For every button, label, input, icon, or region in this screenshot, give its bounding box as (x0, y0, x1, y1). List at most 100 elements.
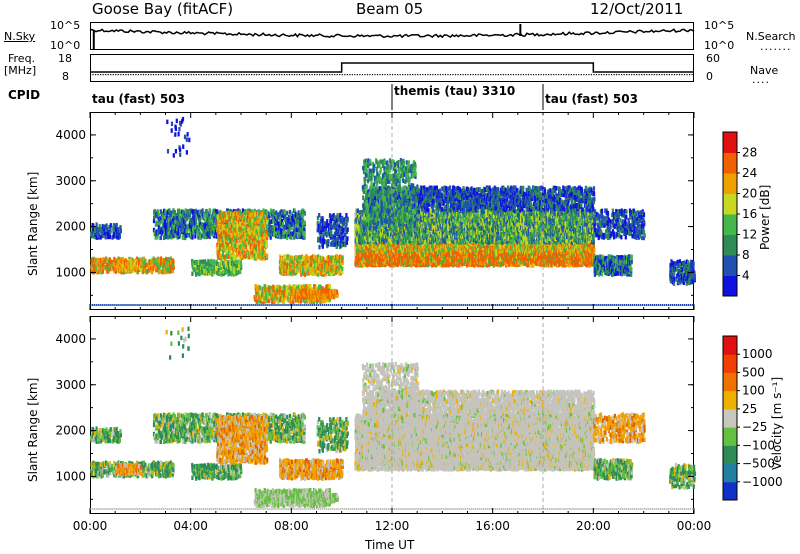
nave-dot (535, 74, 536, 75)
nave-dot (196, 74, 197, 75)
nave-dot (374, 74, 375, 75)
nave-dot (382, 74, 383, 75)
scatter-cell (233, 254, 235, 259)
nave-dot (410, 74, 411, 75)
nave-dot (425, 74, 426, 75)
scatter-cell (160, 269, 162, 274)
scatter-cell (299, 255, 301, 260)
nave-dot (508, 74, 509, 75)
nave-dot (95, 74, 96, 75)
scatter-cell (346, 236, 348, 241)
nave-dot (432, 74, 433, 75)
scatter-cell (109, 235, 111, 240)
scatter-cell (330, 230, 332, 235)
scatter-cell (240, 260, 242, 265)
scatter-cell (157, 209, 159, 214)
nave-dot (228, 74, 229, 75)
scatter-cell (347, 227, 349, 232)
nave-dot (279, 74, 280, 75)
nave-dot (289, 74, 290, 75)
nave-dot (125, 74, 126, 75)
nave-dot (437, 74, 438, 75)
nave-dot (546, 74, 547, 75)
nave-dot (334, 74, 335, 75)
nave-dot (563, 74, 564, 75)
nave-dot (676, 74, 677, 75)
scatter-cell (105, 235, 107, 240)
nave-dot (447, 74, 448, 75)
nave-dot (528, 74, 529, 75)
nave-dot (510, 74, 511, 75)
nave-dot (450, 74, 451, 75)
nave-dot (503, 74, 504, 75)
scatter-cell (264, 285, 266, 290)
nave-dot (354, 74, 355, 75)
nave-dot (249, 74, 250, 75)
nave-dot (566, 74, 567, 75)
nave-dot (379, 74, 380, 75)
nave-dot (108, 74, 109, 75)
nave-dot (372, 74, 373, 75)
nave-dot (415, 74, 416, 75)
scatter-cell (304, 211, 306, 216)
nave-dot (160, 74, 161, 75)
nave-dot (274, 74, 275, 75)
scatter-cell (323, 239, 325, 244)
scatter-cell (106, 227, 108, 232)
nave-dot (113, 74, 114, 75)
nave-dot (634, 74, 635, 75)
scatter-cell (342, 256, 344, 261)
nave-dot (561, 74, 562, 75)
nave-dot (244, 74, 245, 75)
nave-dot (168, 74, 169, 75)
nave-dot (493, 74, 494, 75)
scatter-cell (144, 259, 146, 264)
nave-dot (133, 74, 134, 75)
scatter-cell (259, 285, 261, 290)
nave-dot (460, 74, 461, 75)
nave-dot (629, 74, 630, 75)
nave-dot (641, 74, 642, 75)
scatter-cell (339, 213, 341, 218)
scatter-cell (342, 228, 344, 233)
nave-dot (475, 74, 476, 75)
scatter-cell (292, 300, 294, 305)
scatter-cell (259, 290, 261, 295)
power-scatter (90, 117, 696, 305)
nave-dot (304, 74, 305, 75)
scatter-cell (283, 293, 285, 298)
nave-dot (392, 74, 393, 75)
nave-dot (140, 74, 141, 75)
nave-dot (148, 74, 149, 75)
nave-dot (342, 74, 343, 75)
scatter-cell (117, 227, 119, 232)
nave-dot (616, 74, 617, 75)
nave-dot (317, 74, 318, 75)
nave-dot (128, 74, 129, 75)
nave-dot (93, 74, 94, 75)
nave-dot (118, 74, 119, 75)
nave-dot (284, 74, 285, 75)
nave-dot (664, 74, 665, 75)
nave-dot (515, 74, 516, 75)
nave-dot (457, 74, 458, 75)
nave-dot (120, 74, 121, 75)
scatter-cell (266, 254, 268, 259)
scatter-cell (322, 226, 324, 231)
scatter-cell (284, 210, 286, 215)
nave-dot (598, 74, 599, 75)
scatter-cell (164, 219, 166, 224)
nave-dot (193, 74, 194, 75)
nave-dot (216, 74, 217, 75)
nave-dot (606, 74, 607, 75)
scatter-cell (110, 223, 112, 228)
nave-dot (213, 74, 214, 75)
nave-dot (422, 74, 423, 75)
nave-dot (596, 74, 597, 75)
nave-dot (551, 74, 552, 75)
nave-dot (231, 74, 232, 75)
scatter-cell (315, 255, 317, 260)
nave-dot (166, 74, 167, 75)
scatter-cell (119, 225, 121, 230)
nave-dot (254, 74, 255, 75)
